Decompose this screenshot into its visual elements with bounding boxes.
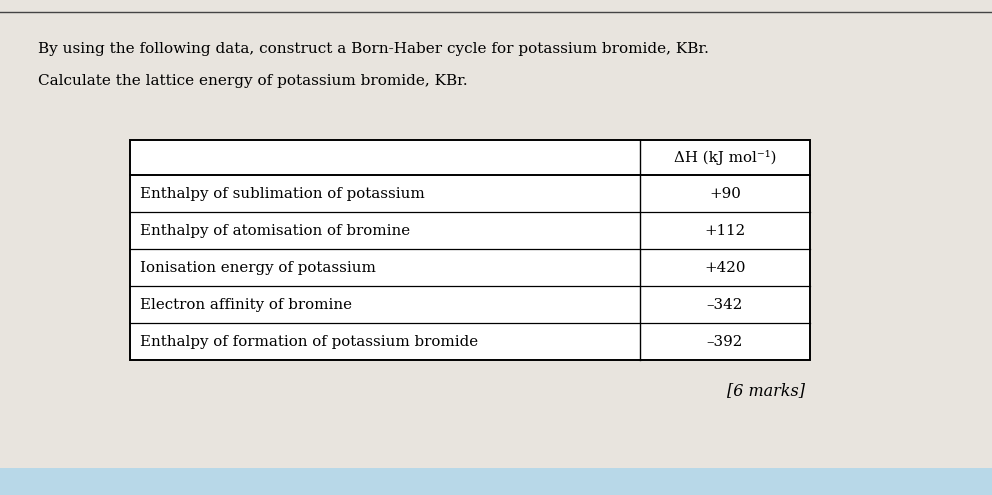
Text: Enthalpy of atomisation of bromine: Enthalpy of atomisation of bromine <box>140 224 410 238</box>
Text: –392: –392 <box>707 335 743 348</box>
Text: –342: –342 <box>707 297 743 312</box>
Text: +90: +90 <box>709 187 741 201</box>
Text: Calculate the lattice energy of potassium bromide, KBr.: Calculate the lattice energy of potassiu… <box>38 74 467 88</box>
Text: Enthalpy of sublimation of potassium: Enthalpy of sublimation of potassium <box>140 187 425 201</box>
Text: Ionisation energy of potassium: Ionisation energy of potassium <box>140 261 376 275</box>
Text: ΔH (kJ mol⁻¹): ΔH (kJ mol⁻¹) <box>674 150 776 165</box>
Text: +112: +112 <box>704 224 746 238</box>
Text: [6 marks]: [6 marks] <box>727 382 806 399</box>
Text: By using the following data, construct a Born-Haber cycle for potassium bromide,: By using the following data, construct a… <box>38 42 708 56</box>
Bar <box>0 468 992 495</box>
Text: Enthalpy of formation of potassium bromide: Enthalpy of formation of potassium bromi… <box>140 335 478 348</box>
Text: Electron affinity of bromine: Electron affinity of bromine <box>140 297 352 312</box>
Text: +420: +420 <box>704 261 746 275</box>
